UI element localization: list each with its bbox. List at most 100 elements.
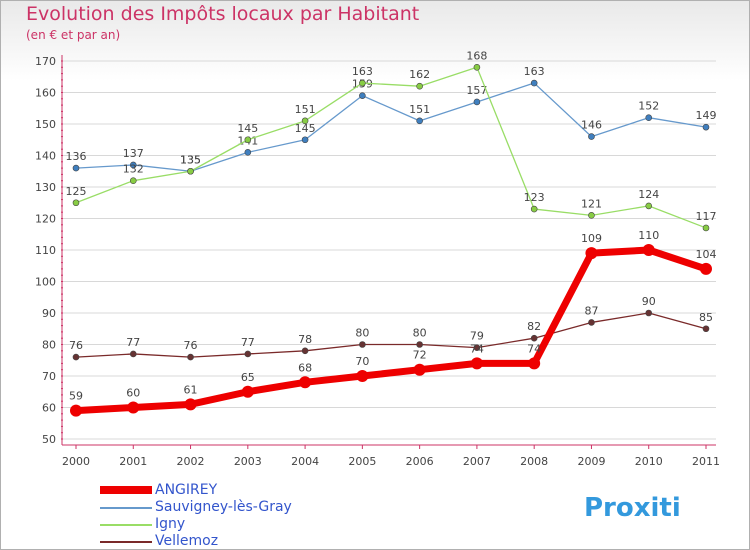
data-label: 68 [298,361,312,374]
data-point [416,341,423,348]
data-label: 146 [581,119,602,132]
data-point [72,353,80,361]
data-point [359,92,366,99]
data-point [702,123,710,131]
data-label: 168 [466,49,487,62]
x-tick-label: 2007 [463,455,491,468]
data-point [187,167,194,175]
data-label: 163 [352,65,373,78]
data-point [473,98,481,106]
data-point [129,177,137,184]
proxiti-logo: Proxiti [584,493,681,523]
y-tick-label: 120 [35,213,56,226]
data-label: 132 [123,163,144,176]
data-point [70,404,82,417]
data-point [356,370,369,382]
data-point [244,350,252,358]
data-label: 59 [69,390,83,403]
data-point [642,244,655,256]
x-tick-label: 2002 [177,455,205,468]
data-point [72,199,80,207]
data-point [530,334,538,342]
data-label: 90 [642,295,656,308]
legend-label: Igny [155,516,186,532]
x-tick-label: 2011 [692,455,720,468]
data-label: 70 [355,355,369,368]
data-point [470,357,483,370]
y-tick-label: 170 [35,55,56,68]
data-label: 61 [184,383,198,396]
data-label: 65 [241,371,255,384]
data-label: 162 [409,68,430,81]
data-point [588,212,595,219]
data-point [416,82,423,90]
data-label: 135 [180,153,201,166]
data-label: 151 [409,103,430,116]
series-line-angirey [72,246,710,415]
data-label: 76 [69,339,83,352]
data-point [244,149,252,156]
legend-label: Sauvigney-lès-Gray [155,499,292,515]
logo-text: Proxiti [584,493,681,523]
x-tick-label: 2004 [291,455,319,468]
data-label: 85 [699,311,713,324]
y-tick-label: 130 [35,181,56,194]
data-label: 74 [527,342,541,355]
data-label: 145 [295,122,316,135]
data-point [359,341,366,348]
data-label: 124 [638,188,659,201]
x-tick-label: 2006 [406,455,434,468]
data-label: 74 [470,342,484,355]
y-tick-label: 150 [35,118,56,131]
data-label: 87 [584,304,598,317]
data-point [530,79,538,87]
data-point [359,79,366,87]
data-label: 136 [66,150,87,163]
data-label: 82 [527,320,541,333]
data-label: 163 [524,65,545,78]
data-label: 104 [696,248,717,261]
data-label: 135 [180,153,201,166]
x-tick-label: 2010 [635,455,663,468]
data-label: 137 [123,147,144,160]
legend-label: Vellemoz [155,533,219,549]
series-line-vellemoz [75,312,707,358]
legend-swatch [100,507,152,509]
data-label: 149 [696,109,717,122]
data-point [299,376,312,389]
data-point [645,114,653,121]
data-label: 79 [470,330,484,343]
y-tick-label: 50 [42,433,56,446]
data-point [702,224,710,232]
data-label: 123 [524,191,545,204]
data-label: 152 [638,100,659,113]
data-label: 121 [581,197,602,210]
chart-subtitle: (en € et par an) [26,28,121,42]
x-tick-label: 2005 [348,455,376,468]
data-label: 110 [638,229,659,242]
data-label: 60 [126,387,140,400]
x-tick-label: 2008 [520,455,548,468]
x-tick-label: 2003 [234,455,262,468]
data-point [184,398,197,411]
data-label: 80 [413,327,427,340]
legend-swatch [100,541,152,543]
data-label: 145 [237,122,258,135]
data-point [127,401,140,414]
y-tick-label: 100 [35,276,56,289]
data-point [129,350,137,358]
y-tick-label: 140 [35,150,56,163]
data-point [588,133,595,140]
data-label: 125 [66,185,87,198]
data-point [301,117,309,125]
data-label: 151 [295,103,316,116]
data-point [585,247,598,260]
x-tick-label: 2009 [577,455,605,468]
data-point [530,205,538,213]
data-label: 72 [413,349,427,362]
data-point [413,363,426,376]
data-point [416,117,423,125]
data-point [700,262,712,275]
y-tick-label: 160 [35,87,56,100]
